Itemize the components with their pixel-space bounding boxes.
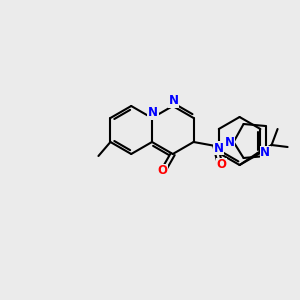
Text: N: N: [260, 146, 270, 160]
Text: N: N: [148, 106, 158, 119]
Text: O: O: [217, 158, 226, 172]
Text: N: N: [214, 142, 224, 154]
Text: N: N: [169, 94, 179, 107]
Text: N: N: [225, 136, 235, 148]
Text: O: O: [158, 164, 168, 178]
